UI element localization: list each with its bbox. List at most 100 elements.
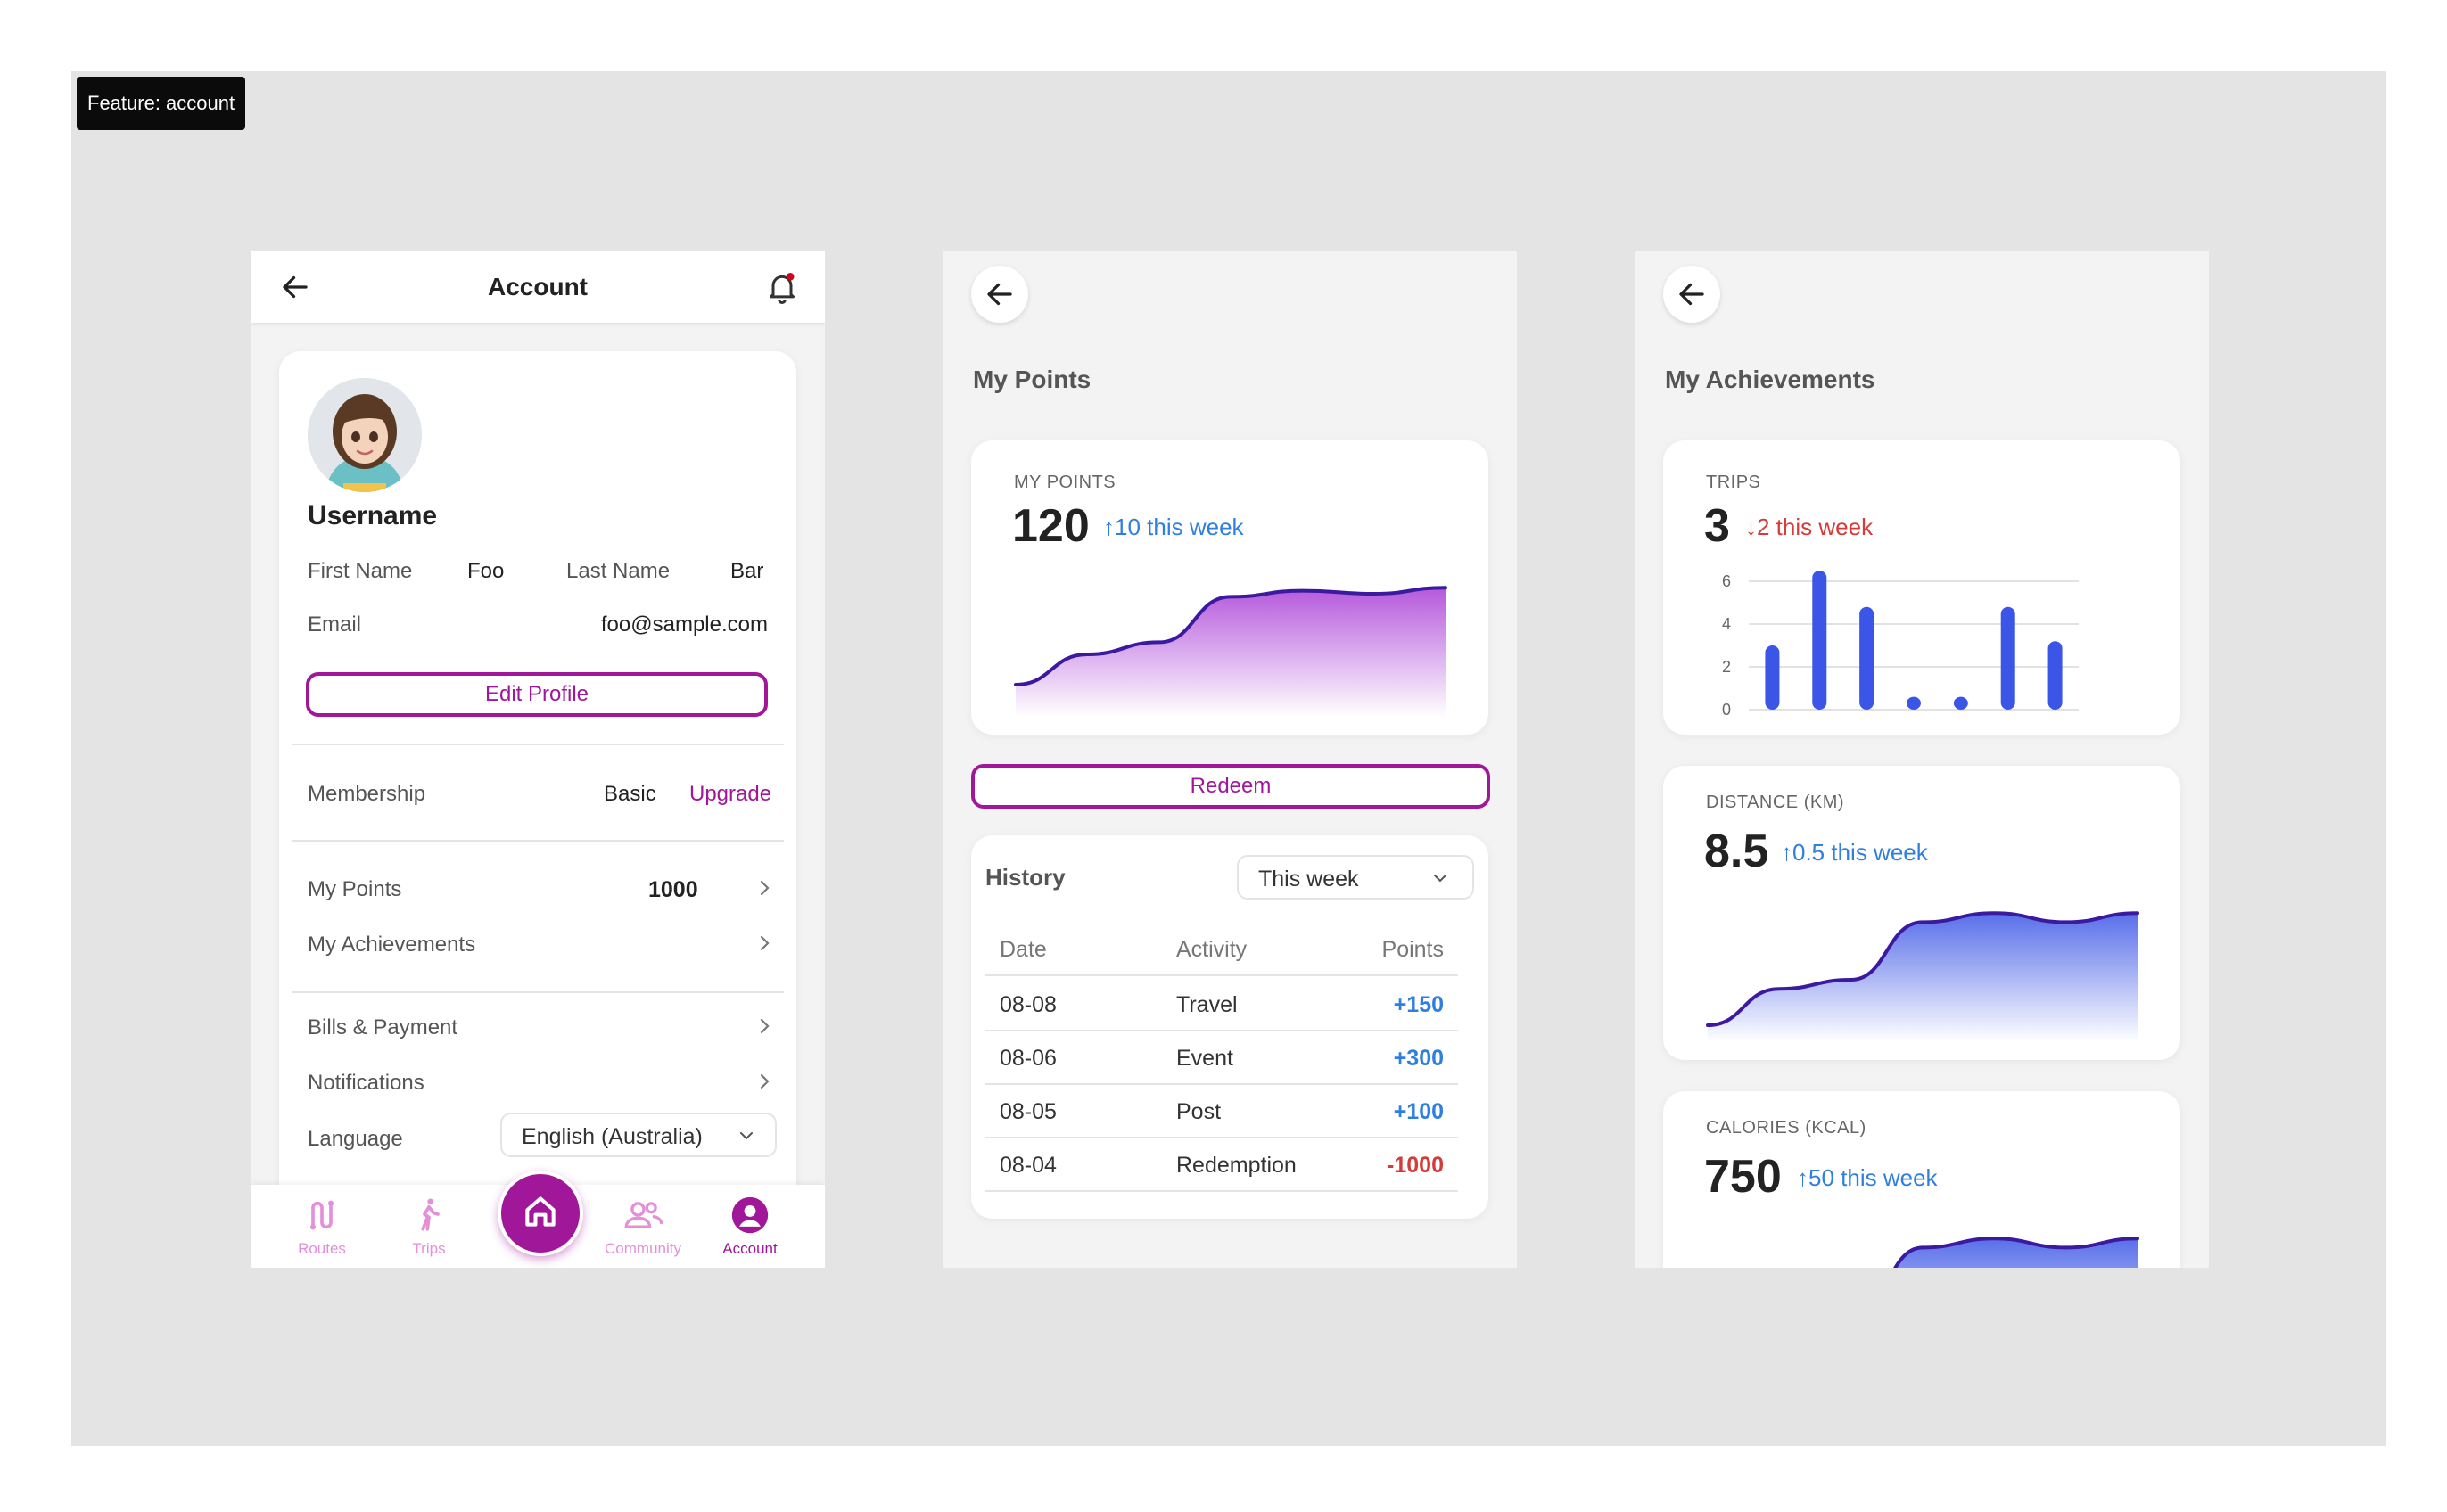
y-tick-label: 4: [1722, 615, 1731, 633]
row-points: +100: [1393, 1099, 1444, 1124]
stat-value: 3: [1704, 500, 1730, 552]
trend: ↑0.5 this week: [1781, 839, 1928, 867]
nav-routes[interactable]: Routes: [277, 1185, 367, 1268]
page-title: Account: [488, 273, 588, 300]
username: Username: [308, 501, 438, 530]
row-points: +300: [1393, 1046, 1444, 1071]
arrow-down-icon: ↓: [1745, 514, 1757, 540]
bar: [1907, 696, 1921, 710]
column-header-points: Points: [1381, 937, 1444, 962]
my-points-row[interactable]: My Points 1000: [292, 867, 784, 911]
nav-community[interactable]: Community: [598, 1185, 688, 1268]
trips-card: TRIPS 3 ↓2 this week 0 2 4 6: [1663, 440, 2180, 735]
stat-label: CALORIES (KCAL): [1706, 1118, 1866, 1138]
row-activity: Post: [1176, 1099, 1222, 1124]
nav-account[interactable]: Account: [705, 1185, 795, 1268]
membership-label: Membership: [308, 782, 426, 806]
trend: ↑10 this week: [1103, 514, 1244, 541]
membership-row: Membership Basic Upgrade: [292, 752, 784, 836]
profile-card: Username First Name Foo Last Name Bar Em…: [279, 351, 796, 1207]
first-name-value: Foo: [467, 559, 505, 583]
divider: [292, 744, 784, 745]
trips-bar-chart: 0 2 4 6: [1722, 571, 2079, 719]
notifications-row[interactable]: Notifications: [292, 1060, 784, 1105]
top-bar: Account: [251, 251, 825, 323]
bar: [2047, 641, 2063, 710]
table-header: Date Activity Points: [985, 923, 1458, 976]
bar: [1765, 645, 1780, 710]
nav-trips[interactable]: Trips: [384, 1185, 474, 1268]
area-fill: [1016, 588, 1446, 717]
my-achievements-row[interactable]: My Achievements: [292, 922, 784, 966]
language-label: Language: [308, 1127, 403, 1151]
account-user-icon: [730, 1196, 770, 1239]
upgrade-link[interactable]: Upgrade: [689, 782, 772, 806]
series-line: [1014, 586, 1447, 686]
trend-text: 10 this week: [1115, 514, 1244, 540]
notification-bell-icon[interactable]: [762, 267, 802, 307]
series-line: [1893, 1237, 2139, 1268]
bills-row[interactable]: Bills & Payment: [292, 1005, 784, 1049]
stat-label: MY POINTS: [1014, 472, 1116, 492]
chevron-right-icon: [755, 931, 775, 962]
bar: [1812, 571, 1827, 710]
history-card: History This week Date Activity Points 0…: [971, 835, 1488, 1219]
my-points-label: My Points: [308, 877, 402, 901]
distance-card: DISTANCE (KM) 8.5 ↑0.5 this week: [1663, 766, 2180, 1060]
table-row: 08-04 Redemption -1000: [985, 1138, 1458, 1192]
y-tick-label: 2: [1722, 658, 1731, 676]
bar: [1953, 696, 1968, 710]
my-achievements-label: My Achievements: [308, 933, 476, 957]
home-icon: [521, 1192, 560, 1236]
table-row: 08-05 Post +100: [985, 1085, 1458, 1138]
y-tick-label: 6: [1722, 572, 1731, 590]
divider: [292, 840, 784, 842]
chevron-down-icon: [736, 1125, 757, 1153]
row-date: 08-05: [1000, 1099, 1057, 1124]
redeem-button[interactable]: Redeem: [971, 764, 1490, 809]
trend-text: 0.5 this week: [1792, 839, 1928, 866]
row-date: 08-04: [1000, 1153, 1057, 1178]
my-points-screen: My Points MY POINTS 120 ↑10 this week Re…: [943, 251, 1517, 1268]
period-select[interactable]: This week: [1237, 855, 1474, 900]
language-select[interactable]: English (Australia): [500, 1113, 777, 1157]
routes-icon: [304, 1197, 340, 1237]
avatar: [308, 378, 422, 492]
back-button[interactable]: [1663, 266, 1720, 323]
chevron-right-icon: [755, 1014, 775, 1045]
column-header-date: Date: [1000, 937, 1047, 962]
back-button[interactable]: [971, 266, 1028, 323]
row-activity: Redemption: [1176, 1153, 1297, 1178]
row-date: 08-08: [1000, 992, 1057, 1017]
back-arrow-icon: [1676, 278, 1708, 315]
y-tick-label: 0: [1722, 701, 1731, 719]
arrow-up-icon: ↑: [1781, 839, 1792, 866]
edit-profile-button[interactable]: Edit Profile: [306, 672, 768, 717]
divider: [292, 991, 784, 993]
row-date: 08-06: [1000, 1046, 1057, 1071]
trend-text: 50 this week: [1808, 1164, 1938, 1191]
language-value: English (Australia): [522, 1124, 703, 1149]
calories-area-chart: [1893, 1237, 2139, 1268]
arrow-up-icon: ↑: [1103, 514, 1115, 540]
series-line: [1706, 911, 2139, 1027]
my-points-value: 1000: [648, 877, 698, 902]
nav-label: Community: [605, 1240, 681, 1257]
history-title: History: [985, 864, 1066, 891]
points-stat-card: MY POINTS 120 ↑10 this week: [971, 440, 1488, 735]
walking-icon: [411, 1196, 447, 1237]
home-button[interactable]: [498, 1171, 583, 1256]
last-name-label: Last Name: [566, 559, 671, 583]
chevron-down-icon: [1429, 867, 1451, 895]
stat-label: TRIPS: [1706, 472, 1761, 492]
trend-text: 2 this week: [1757, 514, 1874, 540]
bar: [1859, 606, 1874, 710]
distance-area-chart: [1706, 911, 2139, 1042]
back-arrow-icon[interactable]: [277, 269, 313, 305]
stat-value: 8.5: [1704, 826, 1769, 877]
membership-value: Basic: [604, 782, 656, 806]
language-row: Language English (Australia): [292, 1109, 784, 1163]
nav-label: Trips: [412, 1240, 446, 1257]
period-value: This week: [1258, 867, 1359, 892]
table-row: 08-06 Event +300: [985, 1031, 1458, 1085]
